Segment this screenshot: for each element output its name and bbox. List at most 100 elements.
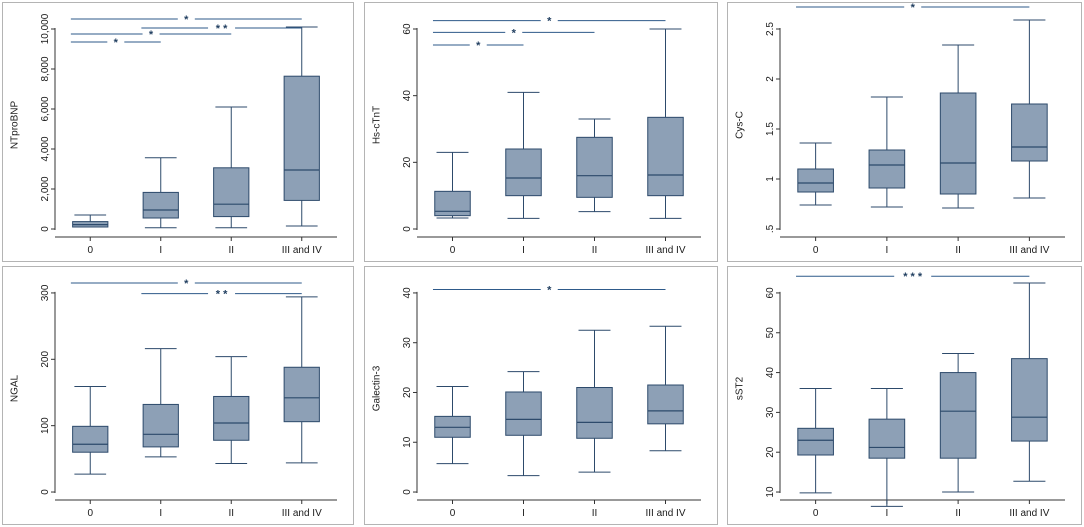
y-tick-label: 40 [765, 367, 776, 379]
y-tick-label: 60 [402, 23, 413, 35]
x-tick-label: 0 [450, 245, 456, 256]
y-tick-label: 4,000 [40, 136, 51, 161]
y-tick-label: 20 [402, 386, 413, 398]
y-tick-label: 50 [765, 327, 776, 339]
box-0 [797, 427, 834, 456]
box-iii-and-iv [1011, 103, 1048, 162]
significance-label: * [184, 278, 189, 290]
significance-label: * [114, 37, 119, 49]
y-tick-label: 2,000 [40, 176, 51, 201]
y-tick-label: 40 [402, 90, 413, 102]
y-tick-label: 10 [765, 486, 776, 498]
box-iii-and-iv [283, 75, 320, 201]
y-tick-label: 0 [40, 489, 51, 495]
y-axis-label: Hs-cTnT [372, 106, 383, 144]
box-ii [576, 136, 613, 198]
y-tick-label: 30 [765, 406, 776, 418]
y-tick-label: 20 [765, 446, 776, 458]
x-tick-label: II [592, 245, 598, 256]
x-tick-label: I [159, 508, 162, 519]
box-iii-and-iv [647, 384, 684, 425]
y-tick-label: 6,000 [40, 96, 51, 121]
y-tick-label: .5 [765, 224, 776, 233]
y-axis-label: NGAL [10, 374, 21, 402]
y-tick-label: 2 [765, 76, 776, 82]
y-tick-label: 20 [402, 156, 413, 168]
y-tick-label: 10,000 [40, 13, 51, 44]
y-tick-label: 100 [40, 417, 51, 434]
x-tick-label: I [522, 508, 525, 519]
y-tick-label: 10 [402, 436, 413, 448]
y-tick-label: 40 [402, 287, 413, 299]
box-ii [213, 395, 250, 441]
x-tick-label: 0 [450, 508, 456, 519]
x-tick-label: III and IV [645, 245, 685, 256]
significance-label: * [911, 3, 916, 14]
y-tick-label: 0 [402, 226, 413, 232]
x-tick-label: 0 [87, 508, 93, 519]
y-tick-label: 0 [402, 489, 413, 495]
x-tick-label: III and IV [282, 245, 322, 256]
y-tick-label: 2.5 [765, 22, 776, 36]
x-tick-label: III and IV [282, 508, 322, 519]
chart-panel-ngal: 0 100 200 300 NGAL 0 I II III and IV * * * [2, 266, 354, 525]
x-tick-label: II [592, 508, 598, 519]
y-axis-label: Cys-C [735, 111, 746, 139]
x-tick-label: III and IV [645, 508, 685, 519]
y-tick-label: 300 [40, 284, 51, 301]
chart-panel-sst2: 10 20 30 40 50 60 sST2 0 I II III and IV * * * [727, 266, 1082, 525]
box-ii [576, 387, 613, 439]
significance-label: * * [216, 289, 228, 301]
box-ii [213, 167, 250, 218]
x-tick-label: II [228, 245, 234, 256]
x-tick-label: III and IV [1009, 508, 1049, 519]
y-axis-label: Galectin-3 [372, 365, 383, 411]
x-tick-label: II [955, 508, 961, 519]
x-tick-label: I [159, 245, 162, 256]
box-0 [797, 168, 834, 193]
box-ii [939, 372, 977, 459]
x-tick-label: I [522, 245, 525, 256]
y-axis-label: sST2 [735, 376, 746, 400]
significance-label: * [184, 14, 189, 26]
significance-label: * [547, 284, 552, 296]
x-tick-label: 0 [87, 245, 93, 256]
y-tick-label: 8,000 [40, 56, 51, 81]
box-iii-and-iv [283, 366, 320, 423]
box-i [868, 418, 906, 459]
box-0 [72, 425, 109, 453]
y-tick-label: 60 [765, 287, 776, 299]
y-axis-label: NTproBNP [10, 101, 21, 150]
chart-panel-hs-ctnt: 0 20 40 60 Hs-cTnT 0 I II III and IV * * * [364, 2, 718, 262]
box-ii [939, 92, 977, 195]
x-tick-label: II [228, 508, 234, 519]
significance-label: * [476, 40, 481, 52]
box-i [142, 403, 179, 448]
box-i [868, 149, 906, 189]
x-tick-label: III and IV [1009, 245, 1049, 256]
x-tick-label: I [885, 245, 888, 256]
x-tick-label: I [885, 508, 888, 519]
x-tick-label: 0 [813, 245, 819, 256]
box-i [505, 148, 542, 197]
box-i [505, 391, 542, 436]
box-0 [434, 190, 471, 217]
chart-panel-cys-c: .5 1 1.5 2 2.5 Cys-C 0 I II III and IV * [727, 2, 1082, 262]
significance-label: * [547, 16, 552, 28]
chart-panel-ntprobnp: 0 2,000 4,000 6,000 8,000 10,000 NTproBNP 0 I II I… [2, 2, 354, 262]
y-tick-label: 30 [402, 337, 413, 349]
x-tick-label: 0 [813, 508, 819, 519]
significance-label: * [149, 29, 154, 41]
box-iii-and-iv [647, 116, 684, 197]
x-tick-label: II [955, 245, 961, 256]
y-tick-label: 200 [40, 351, 51, 368]
box-i [142, 191, 179, 219]
significance-label: * [512, 27, 517, 39]
significance-label: * * [216, 23, 228, 35]
